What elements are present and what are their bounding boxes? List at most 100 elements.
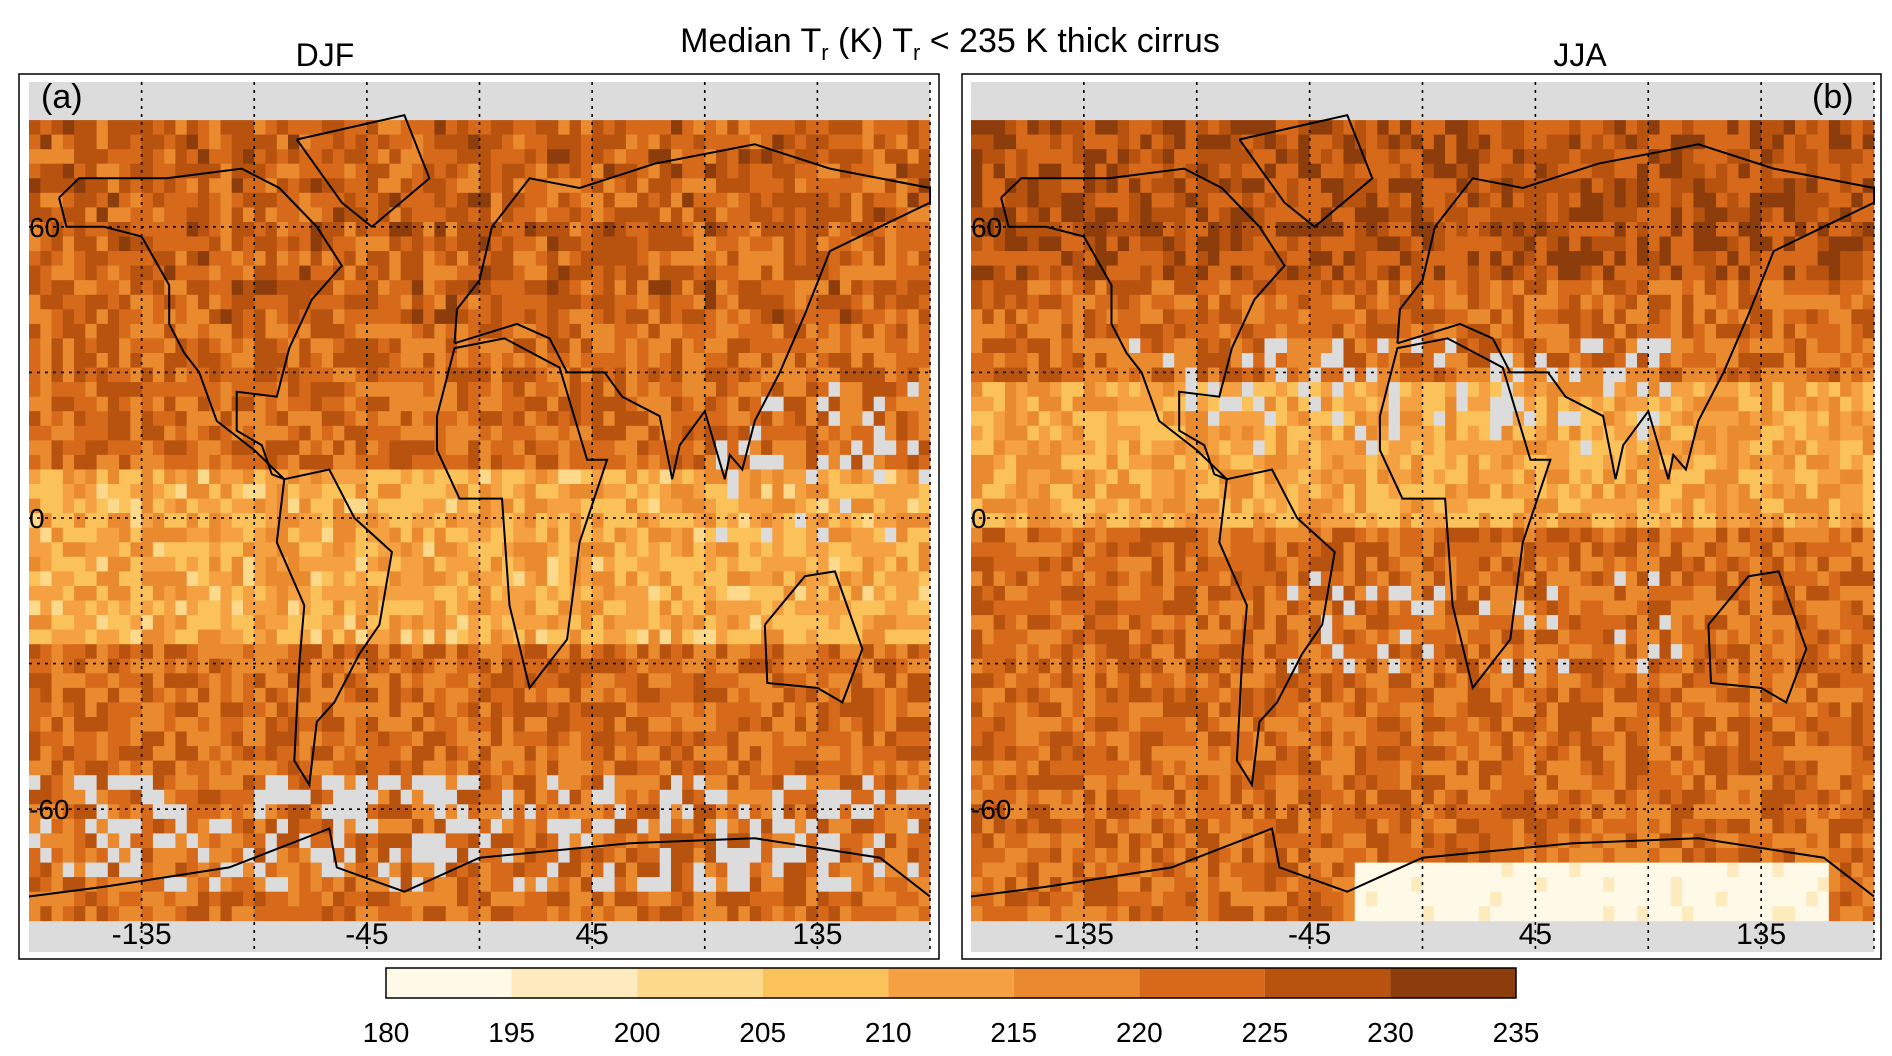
heatmap-cell — [671, 265, 683, 281]
heatmap-cell — [152, 411, 165, 427]
heatmap-cell — [1772, 134, 1785, 150]
heatmap-cell — [907, 309, 920, 325]
heatmap-cell — [175, 294, 188, 310]
heatmap-cell — [457, 484, 469, 499]
heatmap-cell — [400, 207, 413, 223]
heatmap-cell — [1840, 163, 1852, 179]
heatmap-cell — [524, 760, 537, 776]
heatmap-cell — [704, 585, 717, 601]
heatmap-cell — [1456, 120, 1469, 136]
heatmap-cell — [535, 411, 548, 427]
heatmap-cell — [716, 702, 728, 718]
heatmap-cell — [130, 848, 143, 863]
heatmap-cell — [839, 818, 852, 834]
heatmap-cell — [209, 760, 221, 776]
heatmap-cell — [1716, 192, 1728, 208]
heatmap-cell — [344, 353, 356, 368]
heatmap-cell — [1050, 134, 1062, 150]
heatmap-cell — [727, 120, 739, 136]
heatmap-cell — [51, 848, 64, 863]
heatmap-cell — [502, 411, 514, 427]
heatmap-cell — [310, 236, 323, 252]
heatmap-cell — [1083, 134, 1096, 150]
heatmap-cell — [716, 673, 728, 689]
heatmap-cell — [197, 673, 210, 689]
heatmap-cell — [625, 644, 638, 660]
heatmap-cell — [411, 353, 424, 368]
heatmap-cell — [434, 134, 447, 150]
heatmap-cell — [62, 396, 75, 412]
heatmap-cell — [682, 629, 694, 645]
heatmap-cell — [400, 862, 413, 878]
heatmap-cell — [862, 469, 875, 485]
heatmap-cell — [333, 818, 345, 834]
heatmap-cell — [682, 746, 694, 762]
heatmap-cell — [333, 615, 345, 631]
heatmap-cell — [400, 425, 413, 441]
heatmap-cell — [839, 265, 852, 281]
heatmap-cell — [186, 687, 199, 703]
heatmap-cell — [411, 134, 424, 150]
heatmap-cell — [130, 687, 143, 703]
heatmap-cell — [704, 877, 717, 893]
heatmap-cell — [704, 222, 717, 237]
heatmap-cell — [772, 542, 784, 558]
heatmap-cell — [648, 600, 661, 616]
heatmap-cell — [704, 265, 717, 281]
heatmap-cell — [400, 367, 413, 383]
heatmap-cell — [344, 906, 356, 922]
heatmap-cell — [220, 906, 233, 922]
heatmap-cell — [62, 906, 75, 922]
heatmap-cell — [873, 585, 886, 601]
heatmap-cell — [197, 891, 210, 907]
heatmap-cell — [1129, 149, 1141, 165]
heatmap-cell — [490, 280, 503, 296]
heatmap-cell — [152, 658, 165, 674]
heatmap-cell — [873, 702, 886, 718]
heatmap-cell — [749, 717, 762, 732]
heatmap-cell — [333, 163, 345, 179]
heatmap-cell — [648, 789, 661, 805]
heatmap-cell — [502, 382, 514, 398]
heatmap-cell — [603, 411, 616, 427]
heatmap-cell — [513, 454, 525, 470]
heatmap-cell — [1050, 149, 1062, 165]
heatmap-cell — [535, 222, 548, 237]
heatmap-cell — [1749, 149, 1762, 165]
heatmap-cell — [107, 120, 120, 136]
heatmap-cell — [648, 833, 661, 849]
heatmap-cell — [1501, 207, 1514, 223]
heatmap-cell — [794, 615, 807, 631]
heatmap-cell — [186, 265, 199, 281]
heatmap-cell — [873, 440, 886, 456]
heatmap-cell — [1817, 192, 1830, 208]
heatmap-cell — [772, 760, 784, 776]
heatmap-cell — [535, 877, 548, 893]
heatmap-cell — [659, 178, 672, 194]
heatmap-cell — [378, 367, 390, 383]
figure-title: Median Tr (K) Tr < 235 K thick cirrus — [680, 22, 1220, 65]
heatmap-cell — [141, 163, 154, 179]
heatmap-cell — [130, 367, 143, 383]
heatmap-cell — [344, 644, 356, 660]
heatmap-cell — [51, 498, 64, 514]
heatmap-cell — [164, 527, 176, 543]
heatmap-cell — [918, 265, 931, 281]
heatmap-cell — [434, 644, 447, 660]
heatmap-cell — [1185, 120, 1198, 136]
heatmap-cell — [389, 513, 402, 529]
heatmap-cell — [164, 265, 176, 281]
heatmap-cell — [783, 818, 796, 834]
heatmap-cell — [884, 644, 897, 660]
heatmap-cell — [209, 236, 221, 252]
heatmap-cell — [1354, 192, 1367, 208]
heatmap-cell — [355, 265, 368, 281]
heatmap-cell — [220, 440, 233, 456]
heatmap-cell — [141, 469, 154, 485]
heatmap-cell — [884, 731, 897, 747]
heatmap-cell — [423, 527, 435, 543]
heatmap-cell — [490, 804, 503, 820]
heatmap-cell — [197, 615, 210, 631]
heatmap-cell — [794, 804, 807, 820]
heatmap-cell — [1083, 207, 1096, 223]
